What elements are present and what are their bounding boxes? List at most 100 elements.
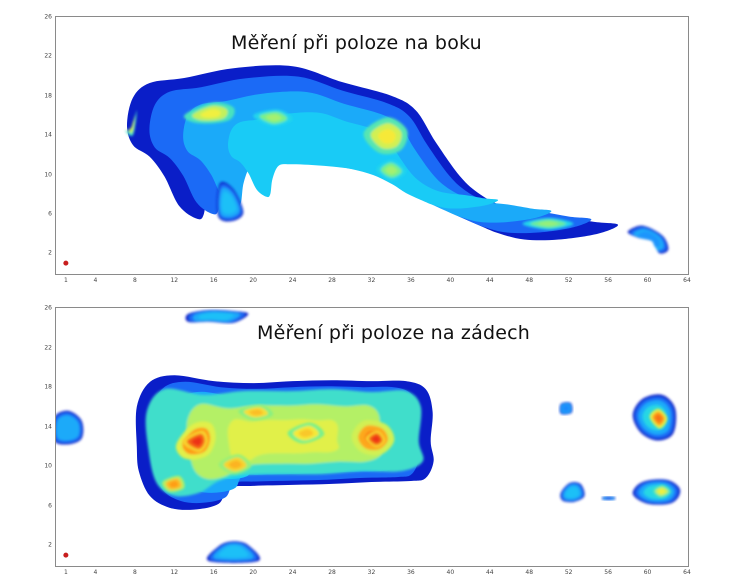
heat-contour: [124, 110, 137, 137]
heat-region: [363, 117, 408, 155]
heat-region: [652, 484, 672, 498]
heat-contour: [654, 414, 663, 423]
x-tick-label: 20: [249, 277, 258, 284]
x-tick-label: 44: [485, 277, 494, 284]
x-tick-label: 12: [170, 277, 179, 284]
heat-region: [206, 541, 261, 563]
y-tick-label: 26: [44, 13, 52, 21]
origin-marker: [63, 552, 69, 558]
heat-region: [560, 482, 585, 503]
chart-title-side: Měření při poloze na boku: [231, 32, 482, 54]
x-tick-label: 32: [367, 277, 376, 284]
y-tick-label: 22: [44, 344, 52, 352]
heat-contour: [191, 437, 202, 446]
heat-region: [601, 496, 616, 501]
x-tick-label: 1: [63, 277, 68, 284]
heatmap-side: [63, 65, 669, 266]
heat-region: [182, 430, 208, 453]
y-tick-label: 6: [48, 210, 52, 218]
x-tick-label: 48: [525, 569, 534, 576]
y-tick-label: 10: [44, 171, 52, 179]
x-tick-label: 48: [525, 277, 534, 284]
x-tick-label: 60: [643, 569, 652, 576]
heat-region: [522, 217, 574, 230]
x-tick-label: 8: [132, 569, 137, 576]
heat-contour: [228, 460, 242, 469]
x-tick-label: 56: [604, 569, 612, 576]
chart-panel-back: Měření při poloze na zádech 1 4 8 12 16 20 24 2…: [0, 290, 740, 588]
heat-region: [365, 430, 386, 448]
heat-region: [376, 159, 406, 181]
x-tick-label: 4: [93, 277, 98, 284]
heat-contour: [637, 231, 661, 248]
y-tick-label: 2: [48, 541, 52, 549]
chart-panel-side: Měření při poloze na boku 1 4 8 12 16 20 24 28 3…: [0, 0, 740, 290]
x-tick-label: 52: [564, 569, 573, 576]
heat-region: [218, 454, 252, 475]
x-tick-label: 24: [288, 569, 297, 576]
heat-contour: [59, 418, 77, 438]
heat-contour: [657, 488, 666, 494]
heat-contour: [128, 120, 134, 131]
heat-region: [627, 225, 669, 254]
heat-region: [238, 404, 274, 420]
heat-contour: [126, 115, 136, 134]
y-tick-label: 18: [44, 383, 52, 391]
x-tick-label: 40: [446, 277, 455, 284]
x-tick-label: 28: [328, 569, 336, 576]
heat-region: [183, 102, 235, 124]
origin-marker: [63, 260, 69, 266]
heat-contour: [385, 166, 398, 175]
heat-contour: [633, 229, 664, 251]
heat-region: [287, 422, 325, 444]
heat-contour: [377, 128, 396, 144]
chart-title-back: Měření při poloze na zádech: [257, 322, 530, 344]
x-tick-label: 64: [683, 569, 691, 576]
x-tick-label: 28: [328, 277, 336, 284]
heat-region: [185, 309, 249, 324]
heat-region: [253, 109, 293, 127]
heat-contour: [228, 112, 499, 209]
heat-contour: [218, 545, 249, 558]
heat-region: [162, 475, 185, 493]
y-tick-label: 26: [44, 304, 52, 312]
heat-contour: [265, 114, 282, 122]
y-tick-label: 14: [44, 423, 52, 431]
heat-region: [124, 110, 137, 137]
x-tick-label: 16: [209, 277, 218, 284]
x-tick-label: 24: [288, 277, 297, 284]
y-tick-label: 6: [48, 502, 52, 510]
heatmap-back: [56, 309, 681, 563]
heat-contour: [298, 428, 314, 438]
heat-region: [56, 410, 84, 445]
x-tick-label: 16: [209, 569, 218, 576]
heat-contour: [562, 404, 570, 412]
x-tick-label: 56: [604, 277, 612, 284]
x-tick-label: 36: [407, 569, 415, 576]
heat-contour: [169, 481, 179, 488]
heat-region: [649, 408, 668, 429]
x-tick-label: 32: [367, 569, 376, 576]
x-tick-label: 4: [93, 569, 98, 576]
x-tick-label: 52: [564, 277, 573, 284]
x-tick-label: 36: [407, 277, 415, 284]
x-tick-label: 44: [485, 569, 494, 576]
heat-contour: [565, 486, 580, 499]
heat-contour: [538, 221, 559, 227]
y-tick-label: 14: [44, 131, 52, 139]
heat-contour: [200, 109, 221, 118]
heat-contour: [249, 409, 264, 416]
heat-region: [127, 65, 619, 241]
y-tick-label: 10: [44, 462, 52, 470]
x-tick-label: 20: [249, 569, 258, 576]
x-tick-label: 64: [683, 277, 691, 284]
heat-contour: [604, 497, 613, 500]
heat-contour: [221, 191, 237, 214]
heat-region: [216, 181, 244, 222]
heat-contour: [371, 435, 380, 443]
y-tick-label: 22: [44, 52, 52, 60]
y-tick-label: 18: [44, 92, 52, 100]
y-tick-label: 2: [48, 249, 52, 257]
heat-region: [559, 402, 573, 415]
x-tick-label: 60: [643, 277, 652, 284]
